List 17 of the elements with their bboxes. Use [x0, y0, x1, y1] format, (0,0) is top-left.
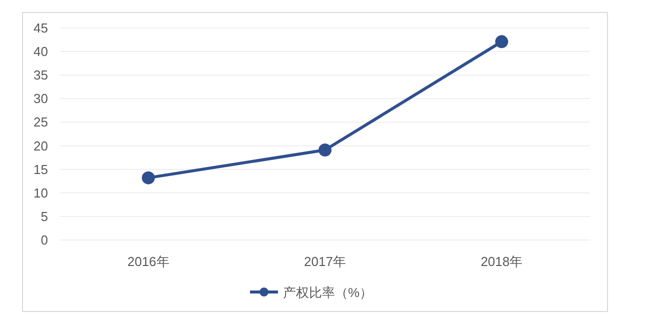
y-tick-label: 30 — [34, 91, 48, 106]
y-tick-label: 40 — [34, 44, 48, 60]
legend-label: 产权比率（%） — [283, 285, 373, 300]
point — [142, 171, 155, 184]
point — [318, 144, 332, 157]
y-tick-label: 20 — [34, 138, 48, 154]
x-tick-label: 2018年 — [480, 254, 523, 269]
y-tick-label: 5 — [40, 208, 48, 224]
point — [495, 35, 508, 48]
y-tick-label: 0 — [40, 232, 48, 248]
x-tick-label: 2017年 — [304, 254, 346, 269]
y-tick-label: 25 — [34, 114, 48, 130]
y-tick-label: 15 — [34, 162, 48, 177]
y-tick-label: 45 — [34, 20, 48, 36]
y-tick-label: 35 — [34, 68, 48, 83]
x-tick-label: 2016年 — [127, 254, 170, 269]
y-tick-label: 10 — [34, 185, 48, 200]
